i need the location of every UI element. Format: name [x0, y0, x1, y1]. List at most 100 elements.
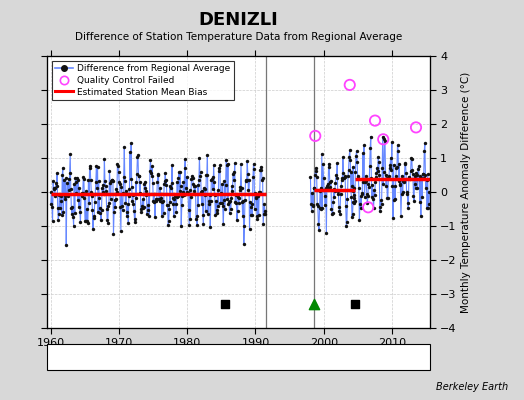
- Point: [366, 145, 374, 151]
- Point: [379, 181, 387, 187]
- Point: [394, 142, 402, 148]
- Point: [192, 213, 201, 220]
- Point: [62, 242, 70, 248]
- Point: [240, 223, 248, 229]
- Point: [61, 175, 70, 182]
- Point: [209, 186, 217, 192]
- Point: [242, 178, 250, 184]
- Point: [48, 204, 56, 210]
- Point: [125, 193, 133, 199]
- Point: [347, 194, 356, 200]
- Point: [249, 161, 258, 167]
- Point: [311, 172, 319, 178]
- Point: [203, 171, 211, 178]
- Point: [226, 206, 235, 212]
- Point: [107, 178, 115, 184]
- Point: [343, 219, 351, 226]
- Point: [334, 187, 343, 194]
- Point: [54, 211, 63, 217]
- Point: [358, 150, 367, 156]
- Point: [323, 180, 332, 187]
- Point: [321, 202, 330, 208]
- Text: Record Gap: Record Gap: [144, 352, 196, 362]
- Point: [402, 191, 411, 198]
- Point: [345, 154, 353, 160]
- Point: [140, 180, 148, 187]
- Point: [135, 172, 143, 179]
- Point: [97, 206, 106, 213]
- Point: [351, 301, 359, 307]
- Point: [104, 220, 112, 226]
- Point: [166, 183, 174, 190]
- Point: [209, 174, 217, 180]
- Point: [238, 213, 247, 220]
- Point: [356, 193, 365, 200]
- Point: [137, 209, 146, 215]
- Point: [205, 192, 214, 198]
- Point: [60, 193, 69, 199]
- Point: [204, 201, 213, 208]
- Point: [64, 193, 72, 199]
- Point: [139, 205, 147, 212]
- Point: [413, 172, 421, 178]
- Point: [182, 190, 191, 197]
- Point: [126, 175, 135, 182]
- Point: [120, 143, 128, 150]
- Point: [330, 186, 338, 192]
- Point: [86, 162, 94, 169]
- Point: [169, 194, 177, 201]
- Point: [75, 185, 83, 192]
- Point: [123, 212, 131, 219]
- Point: [316, 188, 324, 194]
- Point: [183, 189, 192, 195]
- Point: [178, 193, 187, 199]
- Point: [71, 210, 79, 216]
- Point: [424, 201, 433, 207]
- Point: [421, 140, 429, 146]
- Point: [328, 205, 336, 212]
- Point: [362, 177, 370, 184]
- Point: [176, 169, 184, 175]
- Point: [377, 197, 385, 204]
- Point: [167, 180, 176, 186]
- Point: [139, 203, 148, 210]
- Point: [166, 198, 174, 205]
- Text: Difference of Station Temperature Data from Regional Average: Difference of Station Temperature Data f…: [75, 32, 402, 42]
- Point: [197, 188, 205, 195]
- Point: [77, 218, 85, 225]
- Point: [410, 173, 419, 180]
- Point: [143, 192, 151, 198]
- Point: [221, 301, 229, 307]
- Point: [141, 179, 149, 185]
- Point: [174, 175, 182, 181]
- Point: [352, 153, 360, 159]
- Point: [172, 194, 181, 201]
- Point: [248, 212, 257, 218]
- Point: [82, 218, 90, 224]
- Point: [88, 207, 96, 214]
- Point: [388, 182, 397, 189]
- Point: [338, 177, 346, 184]
- Point: [205, 198, 213, 204]
- Point: [336, 210, 344, 217]
- Point: [404, 205, 412, 211]
- Point: [51, 185, 60, 191]
- Point: [376, 204, 385, 210]
- Point: [83, 218, 92, 224]
- Point: [368, 194, 376, 200]
- Point: [122, 188, 130, 194]
- Point: [244, 171, 252, 177]
- Point: [54, 217, 62, 224]
- Point: [193, 182, 202, 188]
- Point: [236, 184, 245, 191]
- Point: [409, 170, 417, 177]
- Point: [130, 216, 139, 222]
- Point: [355, 185, 363, 191]
- Point: [170, 213, 178, 220]
- Point: [374, 168, 382, 174]
- Point: [372, 173, 380, 180]
- Point: [387, 166, 396, 173]
- Point: [87, 188, 95, 195]
- Point: [158, 199, 167, 205]
- Point: [215, 165, 223, 172]
